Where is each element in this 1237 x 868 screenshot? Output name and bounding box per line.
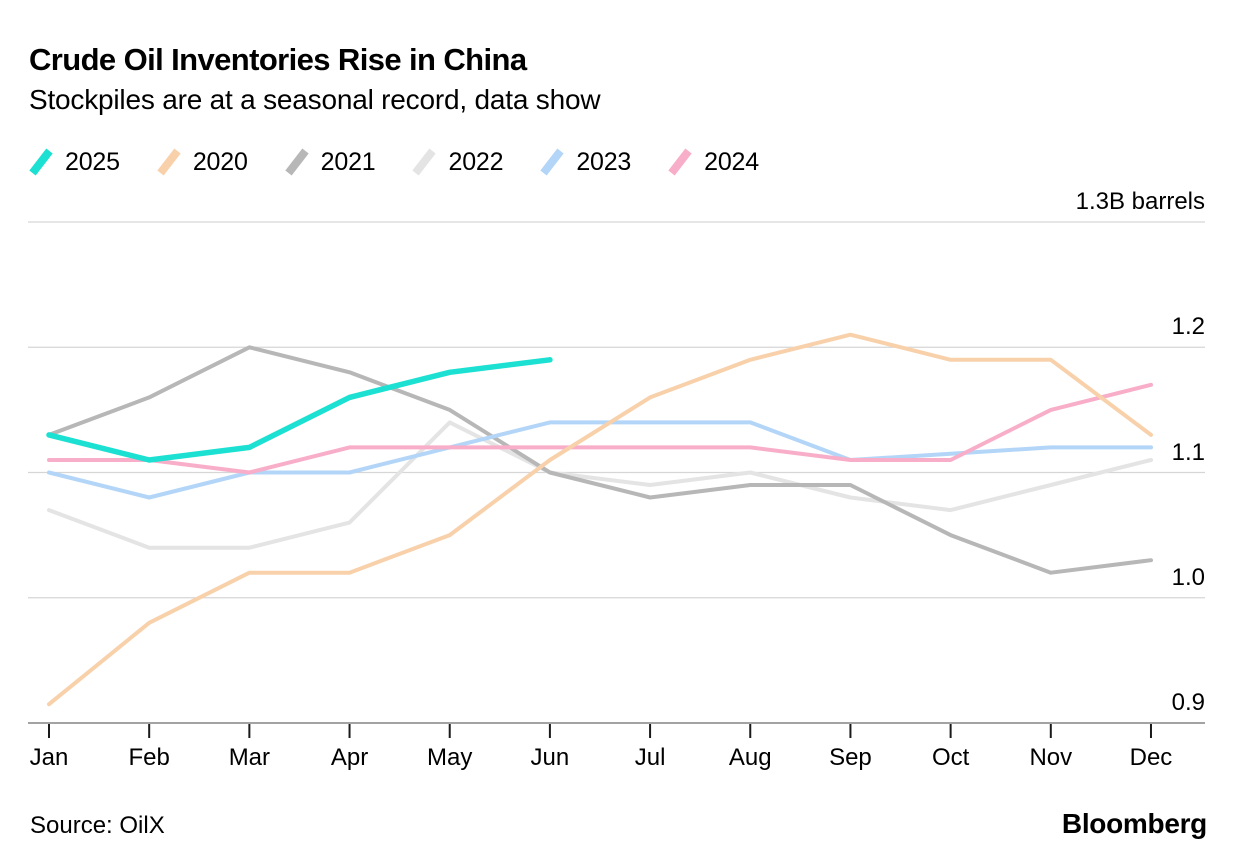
legend-swatch-2025 (29, 148, 53, 176)
legend-item-2022: 2022 (411, 147, 504, 177)
legend-label-2021: 2021 (320, 147, 376, 176)
legend-swatch-2021 (284, 148, 309, 176)
legend-label-2024: 2024 (704, 147, 759, 176)
legend-swatch-line (29, 148, 53, 176)
y-axis-label-0.9: 0.9 (1171, 689, 1205, 716)
legend-swatch-2022 (412, 148, 437, 176)
legend-item-2023: 2023 (539, 147, 631, 177)
legend-item-2024: 2024 (667, 147, 759, 177)
series-line-2025 (46, 357, 553, 463)
legend-swatch-line (540, 148, 564, 176)
bloomberg-logo: Bloomberg (1061, 808, 1207, 839)
legend-item-2020: 2020 (156, 147, 248, 177)
legend-label-2020: 2020 (192, 147, 248, 176)
x-axis-label-Sep: Sep (829, 744, 872, 771)
x-axis-label-Jan: Jan (29, 744, 69, 771)
x-axis-label-May: May (427, 744, 473, 771)
x-axis-label-Jun: Jun (530, 744, 570, 771)
legend-swatch-line (157, 148, 181, 176)
series-line-2024 (47, 382, 1153, 475)
legend-swatch-line (284, 148, 309, 176)
x-axis-label-Aug: Aug (728, 744, 772, 771)
x-axis-label-Nov: Nov (1029, 744, 1073, 771)
chart-title: Crude Oil Inventories Rise in China (29, 42, 527, 77)
legend-label-2025: 2025 (65, 147, 120, 176)
series-line-2021 (47, 345, 1153, 575)
x-axis-label-Mar: Mar (228, 744, 271, 771)
series-line-2020 (47, 332, 1153, 707)
legend-swatch-2024 (668, 148, 692, 176)
y-axis-label-1: 1.0 (1171, 563, 1205, 591)
chart-subtitle: Stockpiles are at a seasonal record, dat… (29, 84, 601, 115)
legend-item-2025: 2025 (28, 147, 120, 177)
legend-swatch-2023 (540, 148, 564, 176)
x-axis-label-Apr: Apr (330, 744, 369, 771)
y-axis-label-1.3: 1.3B barrels (1075, 188, 1205, 215)
chart-legend: 2025 2020 2021 2022 2023 2024 (28, 147, 759, 177)
legend-swatch-line (668, 148, 692, 176)
x-axis-label-Feb: Feb (128, 744, 170, 771)
x-axis-label-Jul: Jul (634, 744, 666, 771)
source-note: Source: OilX (30, 812, 165, 839)
legend-item-2021: 2021 (284, 147, 376, 177)
legend-label-2023: 2023 (576, 147, 632, 176)
series-line-2022 (47, 420, 1153, 550)
legend-swatch-line (412, 148, 437, 176)
legend-label-2022: 2022 (448, 147, 504, 176)
y-axis-label-1.1: 1.1 (1171, 438, 1205, 466)
x-axis-label-Oct: Oct (931, 744, 970, 771)
legend-swatch-2020 (157, 148, 181, 176)
x-axis-label-Dec: Dec (1129, 744, 1173, 771)
y-axis-label-1.2: 1.2 (1171, 313, 1205, 341)
